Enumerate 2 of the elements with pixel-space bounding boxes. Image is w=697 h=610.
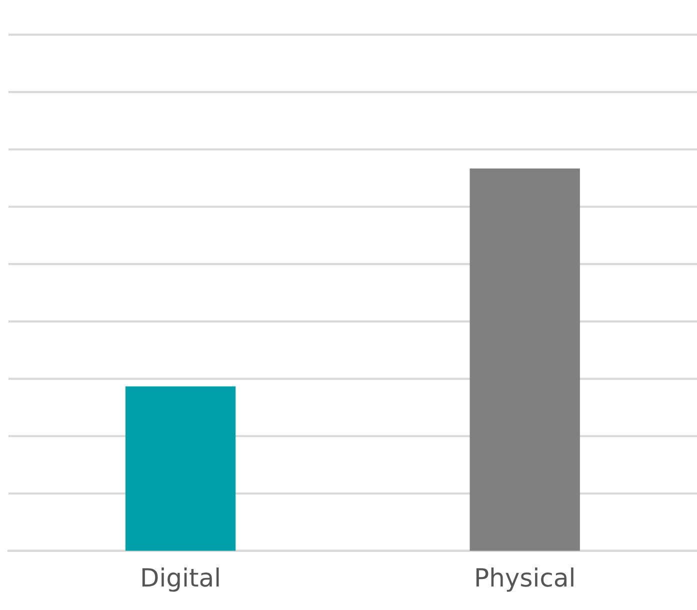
x-tick-label: Physical [476, 567, 574, 592]
x-tick-label: Digital [142, 567, 219, 592]
